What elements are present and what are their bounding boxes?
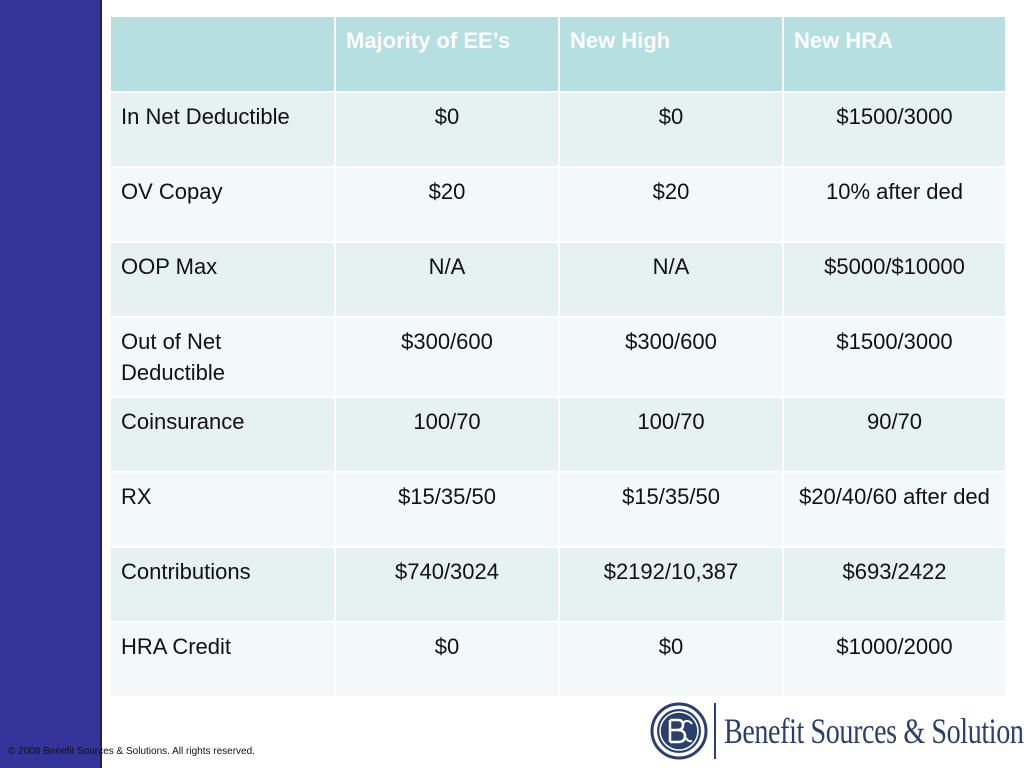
table-cell: $300/600 <box>335 317 560 398</box>
table-row: OV Copay $20 $20 10% after ded <box>111 167 1007 243</box>
table-cell: $20 <box>559 167 784 243</box>
table-cell: 100/70 <box>559 397 784 473</box>
table-cell: $0 <box>559 92 784 168</box>
table-row: Coinsurance 100/70 100/70 90/70 <box>111 397 1007 473</box>
plan-comparison-table: Majority of EE’s New High New HRA In Net… <box>111 17 1007 698</box>
table-row: Out of Net Deductible $300/600 $300/600 $15… <box>111 317 1007 398</box>
table-row: Contributions $740/3024 $2192/10,387 $693/2… <box>111 547 1007 623</box>
table-cell: $15/35/50 <box>335 472 560 548</box>
row-label: HRA Credit <box>111 622 336 698</box>
logo-company-name: Benefit Sources & Solutions <box>724 711 1024 751</box>
header-new-hra: New HRA <box>783 17 1007 93</box>
row-label: Out of Net Deductible <box>111 317 336 398</box>
header-new-high: New High <box>559 17 784 93</box>
bss-seal-icon <box>650 702 708 760</box>
row-label: Coinsurance <box>111 397 336 473</box>
row-label: RX <box>111 472 336 548</box>
table-cell: $5000/$10000 <box>783 242 1007 318</box>
table-cell: $300/600 <box>559 317 784 398</box>
table-cell: $1000/2000 <box>783 622 1007 698</box>
table-cell: $740/3024 <box>335 547 560 623</box>
table-cell: N/A <box>559 242 784 318</box>
table-cell: 10% after ded <box>783 167 1007 243</box>
table-row: RX $15/35/50 $15/35/50 $20/40/60 after ded <box>111 472 1007 548</box>
table-cell: N/A <box>335 242 560 318</box>
table-cell: 90/70 <box>783 397 1007 473</box>
table-cell: $1500/3000 <box>783 92 1007 168</box>
table-cell: $0 <box>335 92 560 168</box>
side-bar <box>0 0 102 768</box>
table-row: OOP Max N/A N/A $5000/$10000 <box>111 242 1007 318</box>
table-cell: $20 <box>335 167 560 243</box>
logo-divider <box>714 703 716 759</box>
table-cell: $20/40/60 after ded <box>783 472 1007 548</box>
table-cell: $0 <box>559 622 784 698</box>
table-header-row: Majority of EE’s New High New HRA <box>111 17 1007 93</box>
table-cell: $15/35/50 <box>559 472 784 548</box>
row-label: Contributions <box>111 547 336 623</box>
company-logo: Benefit Sources & Solutions <box>650 700 1024 762</box>
table-cell: $2192/10,387 <box>559 547 784 623</box>
row-label: In Net Deductible <box>111 92 336 168</box>
table-cell: $1500/3000 <box>783 317 1007 398</box>
row-label: OOP Max <box>111 242 336 318</box>
row-label: OV Copay <box>111 167 336 243</box>
table-cell: $0 <box>335 622 560 698</box>
header-majority-of-ees: Majority of EE’s <box>335 17 560 93</box>
table-cell: 100/70 <box>335 397 560 473</box>
header-corner-cell <box>111 17 336 93</box>
table-cell: $693/2422 <box>783 547 1007 623</box>
table-row: HRA Credit $0 $0 $1000/2000 <box>111 622 1007 698</box>
table-row: In Net Deductible $0 $0 $1500/3000 <box>111 92 1007 168</box>
copyright-footer: © 2008 Benefit Sources & Solutions. All … <box>8 746 255 757</box>
